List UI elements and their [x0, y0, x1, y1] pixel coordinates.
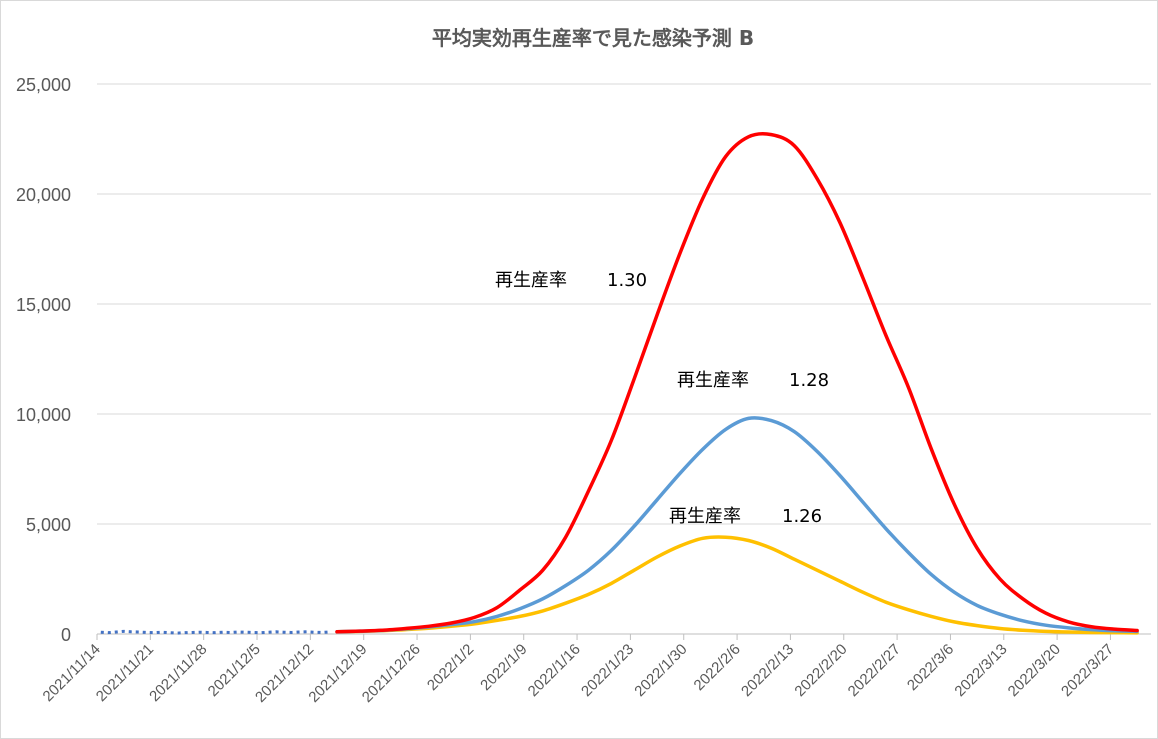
x-tick-label: 2022/3/13 — [951, 641, 1010, 700]
y-tick-label: 0 — [61, 625, 71, 645]
series-128-line — [335, 416, 1139, 634]
x-tick-label: 2022/1/2 — [424, 641, 477, 694]
x-tick-label: 2022/2/27 — [845, 641, 904, 700]
x-tick-label: 2022/1/23 — [578, 641, 637, 700]
x-tick-label: 2022/2/6 — [691, 641, 744, 694]
x-tick-label: 2021/12/26 — [359, 641, 424, 706]
y-tick-label: 25,000 — [16, 75, 71, 95]
annotation-value: 1.30 — [607, 270, 647, 291]
series-126-line — [335, 535, 1139, 635]
annotation-130: 再生産率 1.30 — [495, 270, 647, 291]
annotation-value: 1.26 — [782, 506, 822, 527]
series-actual-line — [100, 629, 330, 635]
x-tick-label: 2022/2/13 — [738, 641, 797, 700]
x-tick-label: 2022/3/27 — [1058, 641, 1117, 700]
annotation-126: 再生産率 1.26 — [669, 506, 822, 527]
chart-title: 平均実効再生産率で見た感染予測 B — [432, 26, 754, 50]
y-tick-label: 15,000 — [16, 295, 71, 315]
x-tick-label: 2022/3/20 — [1005, 641, 1064, 700]
x-tick-label: 2022/3/6 — [904, 641, 957, 694]
y-axis-ticks: 0 5,000 10,000 15,000 20,000 25,000 — [16, 75, 71, 645]
annotation-label: 再生産率 — [669, 506, 741, 527]
x-tick-label: 2021/11/28 — [146, 641, 210, 705]
gridlines — [97, 83, 1151, 635]
x-tick-label: 2022/1/9 — [477, 641, 530, 694]
x-tick-label: 2022/2/20 — [791, 641, 850, 700]
annotation-label: 再生産率 — [495, 270, 567, 291]
y-tick-label: 5,000 — [26, 515, 71, 535]
annotation-128: 再生産率 1.28 — [677, 370, 829, 391]
series-lines — [100, 131, 1139, 635]
x-tick-label: 2022/1/30 — [631, 641, 690, 700]
annotation-value: 1.28 — [789, 370, 829, 391]
y-tick-label: 10,000 — [16, 405, 71, 425]
annotation-label: 再生産率 — [677, 370, 749, 391]
x-tick-label: 2022/1/16 — [525, 641, 584, 700]
y-tick-label: 20,000 — [16, 185, 71, 205]
x-axis-ticks: 2021/11/142021/11/212021/11/282021/12/52… — [40, 634, 1117, 706]
series-130-line — [335, 131, 1139, 634]
